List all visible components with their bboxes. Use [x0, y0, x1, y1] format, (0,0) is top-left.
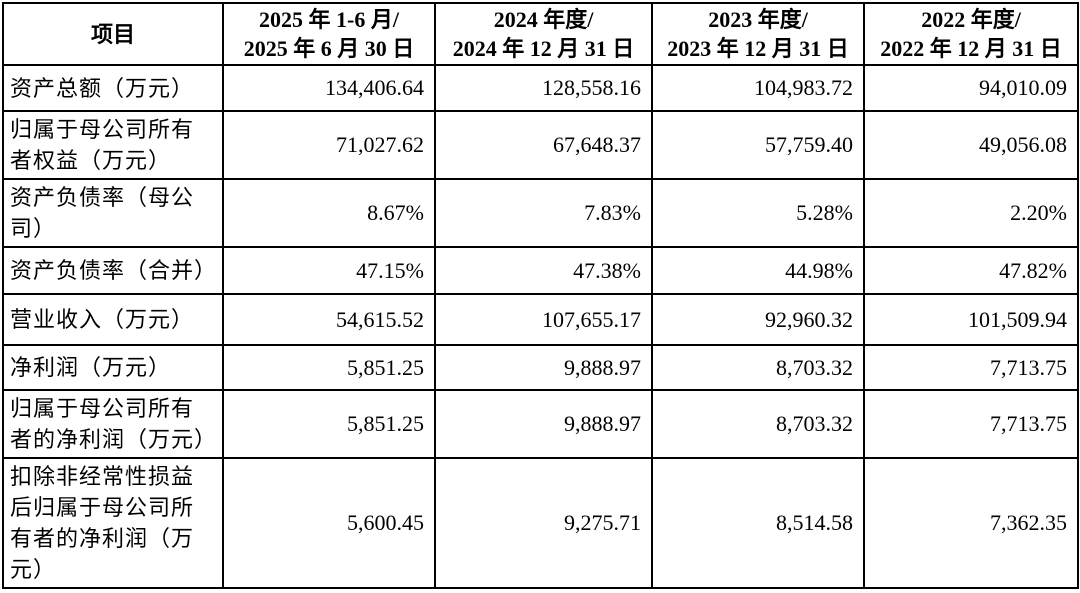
table-row-net-profit-parent: 归属于母公司所有 者的净利润（万元） 5,851.25 9,888.97 8,7…	[2, 389, 1079, 459]
period-line-2: 2024 年 12 月 31 日	[452, 36, 635, 61]
period-line-1: 2022 年度/	[921, 7, 1021, 32]
column-header-period-2025: 2025 年 1-6 月/ 2025 年 6 月 30 日	[222, 2, 436, 66]
row-label: 归属于母公司所有 者的净利润（万元）	[2, 389, 224, 459]
row-label: 扣除非经常性损益 后归属于母公司所 有者的净利润（万 元）	[2, 457, 224, 589]
cell-value: 92,960.32	[651, 293, 865, 346]
cell-value: 5,600.45	[222, 457, 436, 589]
row-label: 净利润（万元）	[2, 344, 224, 391]
table-row-parent-equity: 归属于母公司所有 者权益（万元） 71,027.62 67,648.37 57,…	[2, 110, 1079, 180]
cell-value: 9,888.97	[434, 389, 653, 459]
cell-value: 47.15%	[222, 246, 436, 295]
cell-value: 9,888.97	[434, 344, 653, 391]
cell-value: 67,648.37	[434, 110, 653, 180]
cell-value: 47.38%	[434, 246, 653, 295]
period-line-2: 2023 年 12 月 31 日	[667, 36, 849, 61]
period-line-1: 2025 年 1-6 月/	[259, 7, 399, 32]
cell-value: 47.82%	[863, 246, 1079, 295]
cell-value: 44.98%	[651, 246, 865, 295]
cell-value: 57,759.40	[651, 110, 865, 180]
row-label: 资产总额（万元）	[2, 64, 224, 112]
row-label: 资产负债率（合并）	[2, 246, 224, 295]
column-header-period-2024: 2024 年度/ 2024 年 12 月 31 日	[434, 2, 653, 66]
period-line-2: 2022 年 12 月 31 日	[880, 36, 1062, 61]
table-row-operating-revenue: 营业收入（万元） 54,615.52 107,655.17 92,960.32 …	[2, 293, 1079, 346]
cell-value: 8,703.32	[651, 344, 865, 391]
cell-value: 5.28%	[651, 178, 865, 248]
row-label: 资产负债率（母公 司）	[2, 178, 224, 248]
cell-value: 8,514.58	[651, 457, 865, 589]
cell-value: 134,406.64	[222, 64, 436, 112]
table-row-net-profit: 净利润（万元） 5,851.25 9,888.97 8,703.32 7,713…	[2, 344, 1079, 391]
cell-value: 5,851.25	[222, 344, 436, 391]
table-row-debt-ratio-parent: 资产负债率（母公 司） 8.67% 7.83% 5.28% 2.20%	[2, 178, 1079, 248]
cell-value: 7,713.75	[863, 344, 1079, 391]
table-row-total-assets: 资产总额（万元） 134,406.64 128,558.16 104,983.7…	[2, 64, 1079, 112]
cell-value: 54,615.52	[222, 293, 436, 346]
row-label: 归属于母公司所有 者权益（万元）	[2, 110, 224, 180]
cell-value: 94,010.09	[863, 64, 1079, 112]
cell-value: 2.20%	[863, 178, 1079, 248]
cell-value: 101,509.94	[863, 293, 1079, 346]
cell-value: 7,713.75	[863, 389, 1079, 459]
cell-value: 128,558.16	[434, 64, 653, 112]
cell-value: 104,983.72	[651, 64, 865, 112]
column-header-period-2022: 2022 年度/ 2022 年 12 月 31 日	[863, 2, 1079, 66]
cell-value: 107,655.17	[434, 293, 653, 346]
cell-value: 7,362.35	[863, 457, 1079, 589]
header-row: 项目 2025 年 1-6 月/ 2025 年 6 月 30 日 2024 年度…	[2, 2, 1079, 66]
table-row-debt-ratio-consolidated: 资产负债率（合并） 47.15% 47.38% 44.98% 47.82%	[2, 246, 1079, 295]
cell-value: 9,275.71	[434, 457, 653, 589]
cell-value: 71,027.62	[222, 110, 436, 180]
column-header-item: 项目	[2, 2, 224, 66]
cell-value: 7.83%	[434, 178, 653, 248]
cell-value: 8,703.32	[651, 389, 865, 459]
cell-value: 5,851.25	[222, 389, 436, 459]
period-line-1: 2024 年度/	[493, 7, 594, 32]
table-row-net-profit-parent-excl-nonrecurring: 扣除非经常性损益 后归属于母公司所 有者的净利润（万 元） 5,600.45 9…	[2, 457, 1079, 589]
cell-value: 49,056.08	[863, 110, 1079, 180]
period-line-2: 2025 年 6 月 30 日	[243, 36, 415, 61]
column-header-period-2023: 2023 年度/ 2023 年 12 月 31 日	[651, 2, 865, 66]
cell-value: 8.67%	[222, 178, 436, 248]
period-line-1: 2023 年度/	[708, 7, 808, 32]
row-label: 营业收入（万元）	[2, 293, 224, 346]
